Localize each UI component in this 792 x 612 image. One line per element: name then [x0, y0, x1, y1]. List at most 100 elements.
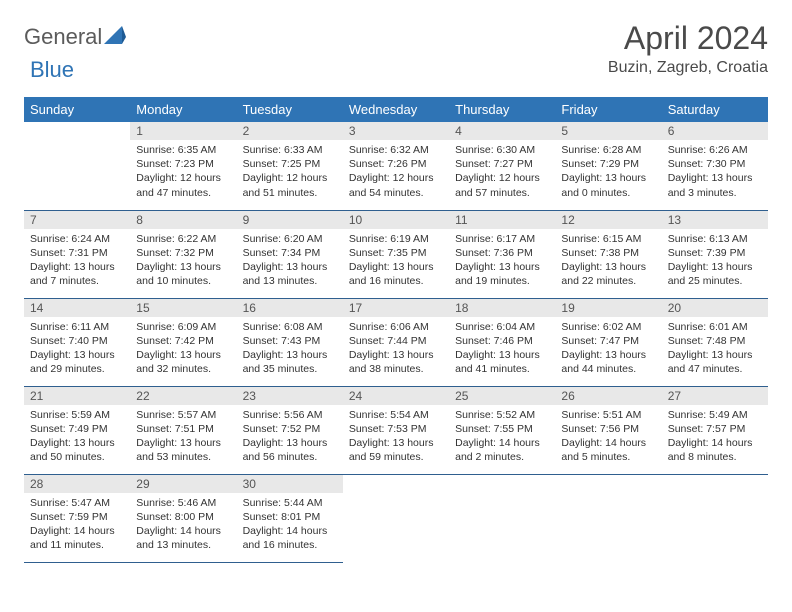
- calendar-head: SundayMondayTuesdayWednesdayThursdayFrid…: [24, 97, 768, 122]
- calendar-week-row: 14Sunrise: 6:11 AMSunset: 7:40 PMDayligh…: [24, 298, 768, 386]
- sunset-text: Sunset: 7:35 PM: [349, 246, 443, 260]
- sunset-text: Sunset: 7:27 PM: [455, 157, 549, 171]
- sunset-text: Sunset: 8:01 PM: [243, 510, 337, 524]
- sunrise-text: Sunrise: 6:35 AM: [136, 143, 230, 157]
- day-details: Sunrise: 5:57 AMSunset: 7:51 PMDaylight:…: [130, 405, 236, 469]
- calendar-body: 1Sunrise: 6:35 AMSunset: 7:23 PMDaylight…: [24, 122, 768, 562]
- day-number: 17: [343, 299, 449, 317]
- day-details: Sunrise: 6:11 AMSunset: 7:40 PMDaylight:…: [24, 317, 130, 381]
- sunset-text: Sunset: 7:44 PM: [349, 334, 443, 348]
- calendar-day-cell: 4 Sunrise: 6:30 AMSunset: 7:27 PMDaylight…: [449, 122, 555, 210]
- day-number: 21: [24, 387, 130, 405]
- daylight-text: Daylight: 14 hours and 5 minutes.: [561, 436, 655, 464]
- day-details: Sunrise: 6:02 AMSunset: 7:47 PMDaylight:…: [555, 317, 661, 381]
- calendar-day-cell: 13Sunrise: 6:13 AMSunset: 7:39 PMDayligh…: [662, 210, 768, 298]
- sunrise-text: Sunrise: 6:15 AM: [561, 232, 655, 246]
- daylight-text: Daylight: 13 hours and 50 minutes.: [30, 436, 124, 464]
- day-details: Sunrise: 6:04 AMSunset: 7:46 PMDaylight:…: [449, 317, 555, 381]
- day-details: Sunrise: 6:19 AMSunset: 7:35 PMDaylight:…: [343, 229, 449, 293]
- day-number: 5: [555, 122, 661, 140]
- day-number: 20: [662, 299, 768, 317]
- sunrise-text: Sunrise: 5:52 AM: [455, 408, 549, 422]
- daylight-text: Daylight: 13 hours and 41 minutes.: [455, 348, 549, 376]
- sunset-text: Sunset: 7:48 PM: [668, 334, 762, 348]
- calendar-day-cell: 1Sunrise: 6:35 AMSunset: 7:23 PMDaylight…: [130, 122, 236, 210]
- day-number: 18: [449, 299, 555, 317]
- sunset-text: Sunset: 7:59 PM: [30, 510, 124, 524]
- calendar-day-cell: 11Sunrise: 6:17 AMSunset: 7:36 PMDayligh…: [449, 210, 555, 298]
- daylight-text: Daylight: 13 hours and 29 minutes.: [30, 348, 124, 376]
- daylight-text: Daylight: 14 hours and 2 minutes.: [455, 436, 549, 464]
- sunset-text: Sunset: 7:40 PM: [30, 334, 124, 348]
- sunset-text: Sunset: 7:36 PM: [455, 246, 549, 260]
- day-details: Sunrise: 6:17 AMSunset: 7:36 PMDaylight:…: [449, 229, 555, 293]
- daylight-text: Daylight: 13 hours and 38 minutes.: [349, 348, 443, 376]
- day-details: Sunrise: 5:56 AMSunset: 7:52 PMDaylight:…: [237, 405, 343, 469]
- sunrise-text: Sunrise: 6:06 AM: [349, 320, 443, 334]
- day-number: 23: [237, 387, 343, 405]
- day-number: 19: [555, 299, 661, 317]
- calendar-week-row: 7Sunrise: 6:24 AMSunset: 7:31 PMDaylight…: [24, 210, 768, 298]
- daylight-text: Daylight: 12 hours and 57 minutes.: [455, 171, 549, 199]
- sunrise-text: Sunrise: 6:04 AM: [455, 320, 549, 334]
- calendar-day-cell: 6Sunrise: 6:26 AMSunset: 7:30 PMDaylight…: [662, 122, 768, 210]
- daylight-text: Daylight: 12 hours and 54 minutes.: [349, 171, 443, 199]
- day-details: Sunrise: 6:28 AMSunset: 7:29 PMDaylight:…: [555, 140, 661, 204]
- sunrise-text: Sunrise: 6:20 AM: [243, 232, 337, 246]
- daylight-text: Daylight: 13 hours and 10 minutes.: [136, 260, 230, 288]
- sunset-text: Sunset: 7:52 PM: [243, 422, 337, 436]
- sunrise-text: Sunrise: 5:47 AM: [30, 496, 124, 510]
- day-details: Sunrise: 6:20 AMSunset: 7:34 PMDaylight:…: [237, 229, 343, 293]
- calendar-day-cell: [449, 474, 555, 562]
- daylight-text: Daylight: 13 hours and 0 minutes.: [561, 171, 655, 199]
- calendar-day-cell: 10Sunrise: 6:19 AMSunset: 7:35 PMDayligh…: [343, 210, 449, 298]
- calendar-day-cell: 18Sunrise: 6:04 AMSunset: 7:46 PMDayligh…: [449, 298, 555, 386]
- daylight-text: Daylight: 13 hours and 53 minutes.: [136, 436, 230, 464]
- logo-text-blue: Blue: [30, 57, 74, 82]
- day-details: Sunrise: 6:15 AMSunset: 7:38 PMDaylight:…: [555, 229, 661, 293]
- calendar-day-cell: 30Sunrise: 5:44 AMSunset: 8:01 PMDayligh…: [237, 474, 343, 562]
- sunset-text: Sunset: 7:38 PM: [561, 246, 655, 260]
- day-number: 27: [662, 387, 768, 405]
- calendar-day-cell: [343, 474, 449, 562]
- day-number: 29: [130, 475, 236, 493]
- sunrise-text: Sunrise: 6:02 AM: [561, 320, 655, 334]
- day-number: 4: [449, 122, 555, 140]
- sunrise-text: Sunrise: 6:24 AM: [30, 232, 124, 246]
- sunrise-text: Sunrise: 6:11 AM: [30, 320, 124, 334]
- sunrise-text: Sunrise: 6:26 AM: [668, 143, 762, 157]
- calendar-table: SundayMondayTuesdayWednesdayThursdayFrid…: [24, 97, 768, 563]
- day-details: Sunrise: 6:32 AMSunset: 7:26 PMDaylight:…: [343, 140, 449, 204]
- day-details: Sunrise: 6:26 AMSunset: 7:30 PMDaylight:…: [662, 140, 768, 204]
- day-number: 30: [237, 475, 343, 493]
- day-number: 1: [130, 122, 236, 140]
- sunrise-text: Sunrise: 5:54 AM: [349, 408, 443, 422]
- calendar-day-cell: 22Sunrise: 5:57 AMSunset: 7:51 PMDayligh…: [130, 386, 236, 474]
- sunset-text: Sunset: 7:51 PM: [136, 422, 230, 436]
- daylight-text: Daylight: 13 hours and 32 minutes.: [136, 348, 230, 376]
- day-number: 26: [555, 387, 661, 405]
- calendar-day-cell: 23Sunrise: 5:56 AMSunset: 7:52 PMDayligh…: [237, 386, 343, 474]
- calendar-day-cell: 19Sunrise: 6:02 AMSunset: 7:47 PMDayligh…: [555, 298, 661, 386]
- calendar-day-cell: 16Sunrise: 6:08 AMSunset: 7:43 PMDayligh…: [237, 298, 343, 386]
- day-details: Sunrise: 6:33 AMSunset: 7:25 PMDaylight:…: [237, 140, 343, 204]
- daylight-text: Daylight: 13 hours and 47 minutes.: [668, 348, 762, 376]
- calendar-day-cell: 17 Sunrise: 6:06 AMSunset: 7:44 PMDayligh…: [343, 298, 449, 386]
- calendar-week-row: 28Sunrise: 5:47 AMSunset: 7:59 PMDayligh…: [24, 474, 768, 562]
- sunset-text: Sunset: 7:39 PM: [668, 246, 762, 260]
- day-number: 15: [130, 299, 236, 317]
- sunrise-text: Sunrise: 6:28 AM: [561, 143, 655, 157]
- day-details: Sunrise: 5:51 AMSunset: 7:56 PMDaylight:…: [555, 405, 661, 469]
- sunrise-text: Sunrise: 6:30 AM: [455, 143, 549, 157]
- sunset-text: Sunset: 7:31 PM: [30, 246, 124, 260]
- calendar-day-cell: 20Sunrise: 6:01 AMSunset: 7:48 PMDayligh…: [662, 298, 768, 386]
- calendar-day-cell: 24Sunrise: 5:54 AMSunset: 7:53 PMDayligh…: [343, 386, 449, 474]
- day-details: Sunrise: 5:44 AMSunset: 8:01 PMDaylight:…: [237, 493, 343, 557]
- day-details: Sunrise: 5:47 AMSunset: 7:59 PMDaylight:…: [24, 493, 130, 557]
- day-details: Sunrise: 5:54 AMSunset: 7:53 PMDaylight:…: [343, 405, 449, 469]
- day-number: 22: [130, 387, 236, 405]
- sunset-text: Sunset: 7:26 PM: [349, 157, 443, 171]
- daylight-text: Daylight: 13 hours and 13 minutes.: [243, 260, 337, 288]
- daylight-text: Daylight: 13 hours and 59 minutes.: [349, 436, 443, 464]
- calendar-week-row: 1Sunrise: 6:35 AMSunset: 7:23 PMDaylight…: [24, 122, 768, 210]
